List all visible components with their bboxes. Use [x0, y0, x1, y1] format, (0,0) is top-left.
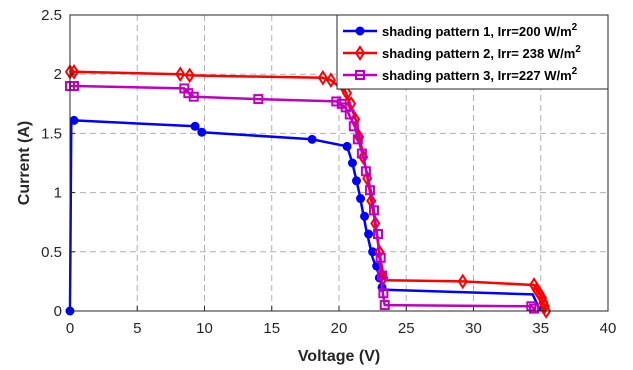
series-2-point: [184, 67, 195, 84]
series-3-point: [253, 94, 264, 105]
series-1-point: [190, 121, 200, 131]
x-tick-label: 10: [196, 320, 213, 337]
y-tick-label: 2.5: [41, 7, 62, 24]
legend-marker-2: [354, 45, 366, 61]
legend-superscript-1: 2: [572, 22, 578, 33]
series-layer: [64, 63, 552, 319]
legend-label-3: shading pattern 3, Irr=227 W/m: [382, 68, 572, 83]
series-3-point: [529, 303, 540, 314]
series-1-point: [347, 158, 357, 168]
series-1-point: [360, 211, 370, 221]
series-3-point: [378, 288, 389, 299]
series-1-point: [69, 115, 79, 125]
series-3-point: [331, 96, 342, 107]
legend-box: [336, 14, 609, 90]
series-2-point: [539, 298, 550, 315]
x-tick-label: 25: [398, 320, 415, 337]
series-1-point: [307, 134, 317, 144]
series-2-point: [325, 72, 337, 88]
y-tick-label: 2: [54, 66, 62, 83]
series-3-point: [373, 229, 384, 240]
series-2-point: [68, 63, 80, 80]
series-1-point: [197, 127, 207, 137]
series-2-point: [317, 69, 328, 86]
x-axis-title: Voltage (V): [298, 348, 380, 365]
y-tick-label: 0.5: [41, 244, 62, 261]
series-2-point: [341, 85, 353, 101]
series-3-point: [526, 301, 537, 312]
y-axis-title: Current (A): [16, 121, 33, 205]
legend-superscript-3: 2: [572, 66, 578, 77]
series-3-point: [368, 205, 379, 216]
series-2-point: [175, 66, 186, 83]
series-1: [65, 115, 542, 316]
y-tick-label: 1.5: [41, 125, 62, 142]
series-3-point: [348, 121, 359, 132]
x-tick-label: 35: [532, 320, 549, 337]
x-tick-label: 40: [600, 320, 617, 337]
series-3-point: [352, 134, 363, 145]
legend-entry-1: shading pattern 1, Irr=200 W/m2: [382, 22, 578, 39]
series-3-point: [377, 270, 388, 281]
legend-label-1: shading pattern 1, Irr=200 W/m: [382, 24, 572, 39]
x-tick-label: 0: [66, 320, 74, 337]
legend-marker-1: [355, 26, 365, 36]
y-tick-label: 0: [54, 303, 62, 320]
series-1-point: [356, 194, 366, 204]
series-2-point: [541, 303, 552, 319]
series-2-point: [457, 273, 468, 290]
series-1-point: [364, 229, 374, 239]
x-tick-label: 20: [331, 320, 348, 337]
x-tick-label: 30: [465, 320, 482, 337]
series-3-point: [364, 185, 375, 196]
legend-marker-3: [355, 70, 365, 80]
series-1-point: [351, 176, 361, 186]
series-3-point: [356, 148, 367, 159]
series-3-point: [360, 166, 371, 177]
x-tick-label: 5: [133, 320, 141, 337]
series-2-point: [362, 170, 373, 187]
series-3-point: [344, 109, 355, 120]
series-3-point: [375, 252, 386, 263]
legend-superscript-2: 2: [575, 44, 581, 55]
axis-ticks: 0 5 10 15 20 25 30 35 40 0 0.5 1 1.5 2 2.5: [41, 7, 616, 337]
legend-entry-3: shading pattern 3, Irr=227 W/m2: [382, 66, 578, 83]
series-1-point: [342, 141, 352, 151]
series-3-point: [188, 91, 199, 102]
x-tick-label: 15: [263, 320, 280, 337]
legend-entry-2: shading pattern 2, Irr= 238 W/m2: [382, 44, 581, 61]
y-tick-label: 1: [54, 185, 62, 202]
series-3-point: [379, 300, 390, 311]
legend-label-2: shading pattern 2, Irr= 238 W/m: [382, 46, 575, 61]
